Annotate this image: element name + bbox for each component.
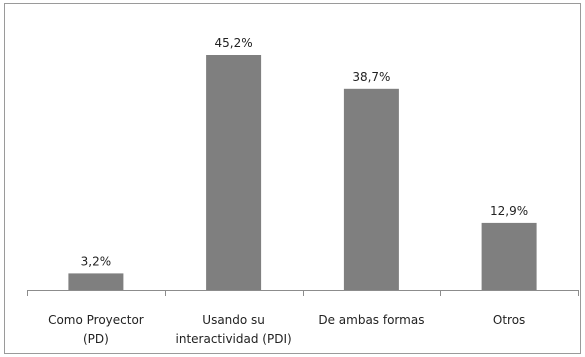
- x-axis: [27, 290, 579, 296]
- category-label-3-line-1: De ambas formas: [318, 313, 424, 327]
- data-label-4: 12,9%: [490, 204, 528, 218]
- category-label-4-line-1: Otros: [493, 313, 525, 327]
- bars-group: [68, 55, 537, 290]
- category-label-1-line-2: (PD): [83, 332, 109, 346]
- bar-2: [206, 55, 262, 290]
- category-labels-group: Como Proyector (PD) Usando su interactivida…: [48, 313, 525, 346]
- category-label-1-line-1: Como Proyector: [48, 313, 144, 327]
- category-label-2-line-2: interactividad (PDI): [176, 332, 292, 346]
- data-label-1: 3,2%: [81, 254, 112, 268]
- category-label-2-line-1: Usando su: [202, 313, 265, 327]
- bar-1: [68, 273, 124, 290]
- chart-frame: [4, 3, 581, 354]
- bar-4: [481, 222, 537, 290]
- data-label-2: 45,2%: [215, 36, 253, 50]
- data-label-3: 38,7%: [352, 70, 390, 84]
- data-labels-group: 3,2% 45,2% 38,7% 12,9%: [81, 36, 529, 268]
- bar-3: [343, 88, 399, 290]
